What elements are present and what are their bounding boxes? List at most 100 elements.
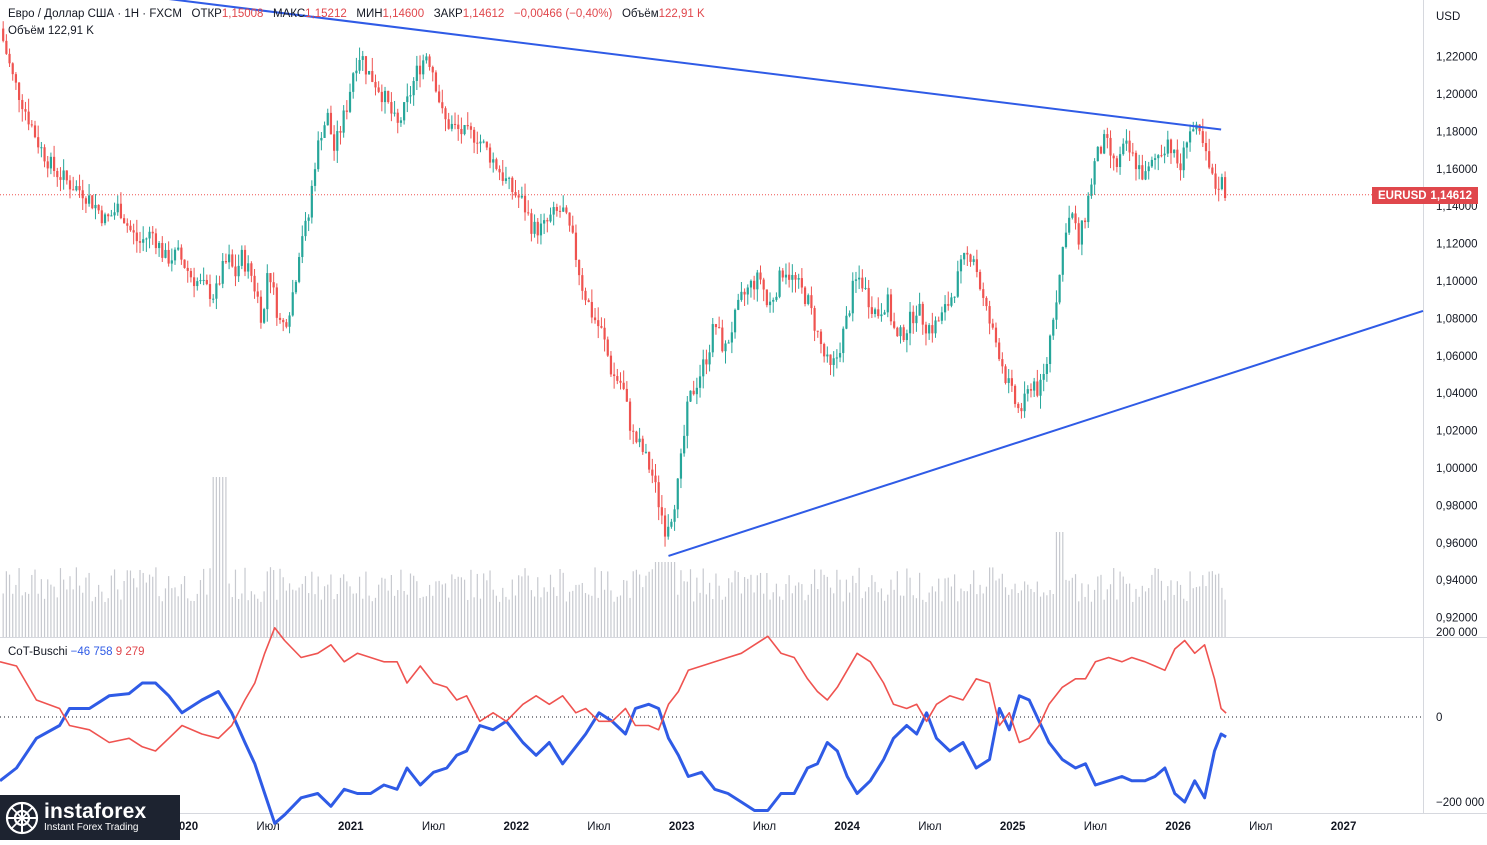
candle-body [151, 231, 154, 234]
volume-bar [880, 588, 883, 637]
candle-body [399, 120, 403, 123]
volume-bar [1087, 584, 1089, 637]
volume-bar [276, 599, 278, 637]
volume-bar [1214, 574, 1217, 637]
volume-value: 122,91 K [658, 8, 705, 20]
volume-bar [1173, 594, 1175, 637]
candle-body [1220, 177, 1223, 190]
candle-body [698, 376, 702, 388]
candle-body [880, 314, 883, 317]
candle-body [119, 203, 123, 219]
candle-body [310, 185, 313, 218]
time-axis-tick-label: 2025 [1000, 821, 1026, 833]
candle-body [173, 249, 177, 261]
candle-body [714, 324, 718, 328]
candle-body [278, 317, 282, 320]
volume-bar [705, 594, 708, 637]
volume-bar [1202, 575, 1204, 637]
volume-bar [677, 594, 679, 637]
volume-bar [947, 577, 949, 637]
volume-bar [944, 578, 946, 637]
candle-body [333, 134, 336, 151]
volume-bar [747, 578, 749, 637]
volume-bar [925, 601, 927, 637]
candle-body [339, 131, 342, 133]
volume-bar [985, 586, 988, 637]
candle-body [291, 292, 294, 316]
candle-body [1033, 381, 1036, 391]
candle-body [606, 339, 609, 356]
volume-bar [425, 596, 427, 637]
candle-body [622, 382, 625, 389]
volume-bar [1135, 588, 1137, 637]
volume-bar [107, 598, 109, 637]
volume-bar [642, 587, 644, 637]
volume-bar [836, 569, 838, 637]
candle-body [504, 178, 508, 181]
volume-bar [1151, 574, 1153, 637]
candle-body [1064, 232, 1068, 248]
volume-bar [492, 589, 494, 637]
candle-body [959, 259, 963, 272]
volume-bar [416, 581, 418, 637]
cot-axis-tick-label: 200 000 [1436, 627, 1478, 639]
volume-bar [759, 572, 762, 637]
volume-bar [250, 591, 252, 637]
volume-bar [591, 595, 593, 637]
price-axis-tick-label: 0,94000 [1436, 575, 1478, 587]
candle-body [263, 309, 266, 323]
volume-bar [715, 573, 717, 637]
candle-body [177, 247, 180, 250]
candle-body [842, 328, 845, 354]
candle-body [1188, 131, 1192, 143]
candle-body [854, 279, 858, 281]
volume-bar [483, 573, 485, 637]
candle-body [727, 342, 730, 344]
candle-body [1029, 389, 1033, 391]
volume-bar [282, 577, 284, 637]
volume-bar [1109, 584, 1112, 637]
candle-body [864, 287, 867, 289]
candle-body [460, 128, 463, 135]
candle-body [282, 319, 285, 323]
candle-body [791, 275, 794, 280]
candle-body [342, 110, 345, 133]
volume-bar [635, 569, 638, 637]
volume-bar [1103, 599, 1105, 637]
candle-body [1138, 165, 1141, 170]
instaforex-logo[interactable]: instaforex Instant Forex Trading [0, 795, 180, 840]
volume-bar [1078, 601, 1080, 637]
volume-bar [288, 583, 291, 637]
candle-body [673, 509, 676, 522]
candle-body [43, 147, 46, 162]
volume-bar [903, 595, 905, 637]
volume-bar [457, 576, 459, 637]
candle-body [543, 220, 546, 224]
candle-body [781, 270, 784, 278]
candle-body [765, 289, 768, 306]
candle-body [1039, 379, 1042, 396]
volume-bar [495, 595, 497, 637]
volume-bar [238, 598, 240, 637]
candle-body [1020, 408, 1023, 412]
volume-bar [527, 575, 529, 637]
volume-bar [489, 570, 491, 637]
candle-body [463, 125, 466, 135]
volume-bar [1084, 596, 1086, 637]
candle-body [393, 112, 396, 114]
volume-bar [1195, 587, 1198, 637]
candle-body [224, 261, 228, 263]
candle-body [1017, 403, 1020, 409]
volume-bar [50, 584, 52, 637]
candle-body [1099, 146, 1103, 154]
candles [2, 21, 1227, 547]
candle-body [1211, 167, 1214, 174]
cot-axis-tick-label: −200 000 [1436, 797, 1484, 809]
volume-bar [871, 575, 873, 637]
volume-bar [28, 593, 30, 637]
volume-bar [1218, 573, 1220, 637]
candle-body [1141, 165, 1144, 180]
currency-label[interactable]: USD [1436, 11, 1461, 23]
candle-body [947, 304, 950, 306]
